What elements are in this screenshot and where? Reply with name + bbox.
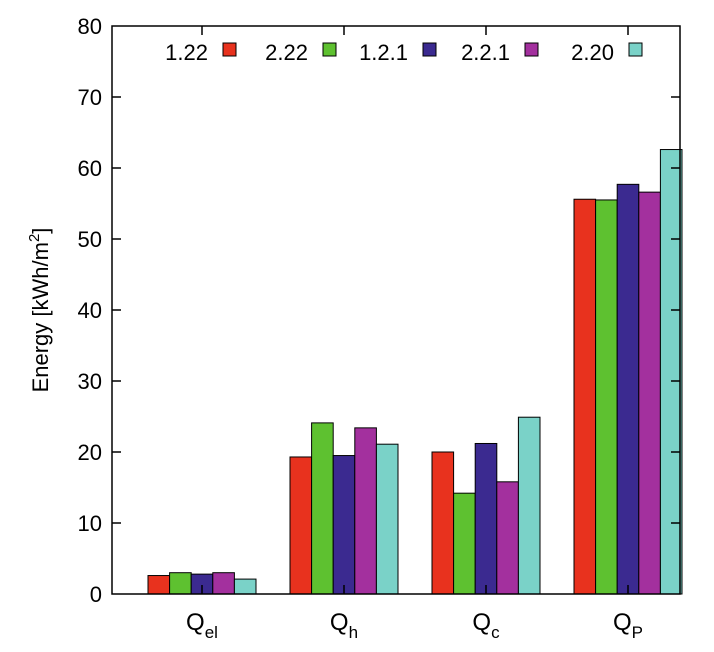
bar-1-2-1-P (616, 183, 640, 595)
bar-1-2-1-h (332, 455, 356, 595)
x-tick-label: QP (613, 609, 643, 642)
legend-label: 2.20 (571, 40, 614, 65)
x-tick-label-main: Q (472, 609, 491, 636)
y-axis: 0 10 20 30 40 50 60 70 80 (78, 14, 680, 607)
y-tick-label: 50 (78, 227, 102, 252)
bar-2-2-1-el (212, 572, 235, 595)
bar-2-20-c (517, 416, 541, 595)
bar-1-22-P (573, 198, 597, 595)
y-tick-label: 20 (78, 440, 102, 465)
y-tick-label: 80 (78, 14, 102, 39)
x-tick-label: Qel (186, 609, 218, 642)
legend-swatch (524, 42, 539, 57)
bar-2-22-el (169, 572, 192, 595)
bar-2-2-1-c (496, 481, 519, 595)
bar-2-20-h (375, 443, 399, 595)
y-axis-title-text: Energy [kWh/m (28, 242, 53, 392)
x-tick-label-main: Q (613, 609, 632, 636)
x-tick-label: Qc (472, 609, 500, 642)
bar-2-2-1-h (354, 427, 377, 595)
bar-2-20-el (233, 578, 257, 595)
x-tick-label-sub: c (491, 623, 500, 642)
bar-2-2-1-P (638, 191, 661, 595)
legend-label: 1.2.1 (359, 40, 408, 65)
y-tick-label: 10 (78, 511, 102, 536)
x-axis: Qel Qh Qc QP (186, 26, 643, 642)
x-tick-label-sub: P (632, 623, 643, 642)
bar-2-22-P (595, 199, 618, 595)
x-tick-label-sub: el (205, 623, 218, 642)
x-tick-label-main: Q (330, 609, 349, 636)
y-axis-title: Energy [kWh/m2] (26, 228, 53, 393)
bar-2-20-P (659, 149, 683, 595)
bar-1-22-h (289, 456, 313, 595)
y-tick-label: 0 (90, 582, 102, 607)
bar-2-22-c (453, 492, 476, 595)
legend-swatch (322, 42, 337, 57)
legend-swatch (222, 42, 237, 57)
x-tick-label-main: Q (186, 609, 205, 636)
legend: 1.22 2.22 1.2.1 2.2.1 2.20 (165, 40, 643, 65)
y-tick-label: 30 (78, 369, 102, 394)
legend-label: 2.2.1 (461, 40, 510, 65)
bar-1-2-1-c (474, 442, 498, 595)
y-axis-title-suffix: ] (28, 228, 53, 234)
x-tick-label-sub: h (349, 623, 358, 642)
y-tick-label: 60 (78, 156, 102, 181)
legend-swatch (422, 42, 437, 57)
legend-label: 1.22 (165, 40, 208, 65)
bar-1-22-c (431, 451, 455, 595)
y-tick-label: 40 (78, 298, 102, 323)
bars-group (147, 149, 683, 595)
legend-swatch (628, 42, 643, 57)
y-tick-label: 70 (78, 85, 102, 110)
bar-2-22-h (311, 422, 334, 595)
y-axis-title-sup: 2 (26, 234, 43, 242)
x-tick-label: Qh (330, 609, 358, 642)
bar-1-22-el (147, 575, 171, 595)
legend-label: 2.22 (265, 40, 308, 65)
